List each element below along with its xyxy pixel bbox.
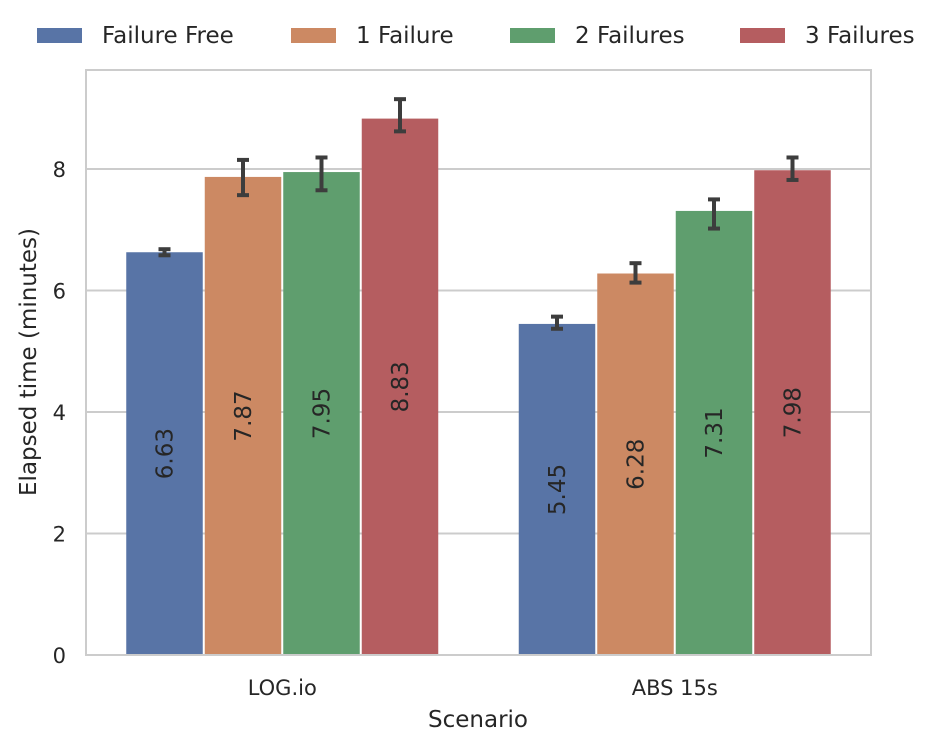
legend-swatch: [510, 28, 555, 43]
bar: [361, 118, 439, 655]
legend-label: 2 Failures: [575, 23, 685, 49]
legend-label: 1 Failure: [356, 23, 454, 49]
bar: [204, 176, 282, 655]
bar-value-label: 7.95: [310, 388, 336, 439]
legend: Failure Free 1 Failure 2 Failures 3 Failure…: [37, 23, 915, 49]
legend-swatch: [291, 28, 336, 43]
bar-value-label: 7.98: [781, 387, 807, 438]
legend-label: Failure Free: [102, 23, 234, 49]
bar-value-label: 6.63: [153, 428, 179, 479]
bar-value-label: 7.87: [231, 390, 257, 441]
y-tick-label: 0: [53, 644, 66, 668]
bar: [754, 170, 831, 655]
bar: [597, 273, 674, 655]
y-tick-label: 4: [53, 401, 66, 425]
grid-lines: [86, 168, 871, 535]
x-tick-label: LOG.io: [248, 676, 317, 700]
bar: [283, 172, 360, 655]
x-axis-ticks: LOG.io ABS 15s: [248, 676, 718, 700]
y-axis-ticks: 0 2 4 6 8: [53, 158, 66, 668]
bar: [675, 210, 753, 656]
bar-value-label: 5.45: [545, 464, 571, 515]
x-axis-label: Scenario: [428, 707, 528, 733]
bar-value-labels: 6.63 7.87 7.95 8.83 5.45 6.28 7.31 7.98: [153, 361, 807, 515]
bar: [126, 252, 203, 656]
bar-value-label: 7.31: [702, 407, 728, 458]
legend-label: 3 Failures: [805, 23, 915, 49]
y-tick-label: 8: [53, 158, 66, 182]
y-tick-label: 6: [53, 280, 66, 304]
bar-value-label: 6.28: [624, 439, 650, 490]
x-tick-label: ABS 15s: [632, 676, 718, 700]
y-axis-label: Elapsed time (minutes): [16, 228, 42, 496]
bar: [518, 323, 596, 655]
bar-value-label: 8.83: [388, 361, 414, 412]
legend-swatch: [37, 28, 82, 43]
bars: [126, 118, 831, 656]
plot-frame: [85, 69, 872, 656]
error-bars: [158, 97, 799, 331]
y-tick-label: 2: [53, 523, 66, 547]
legend-swatch: [740, 28, 785, 43]
